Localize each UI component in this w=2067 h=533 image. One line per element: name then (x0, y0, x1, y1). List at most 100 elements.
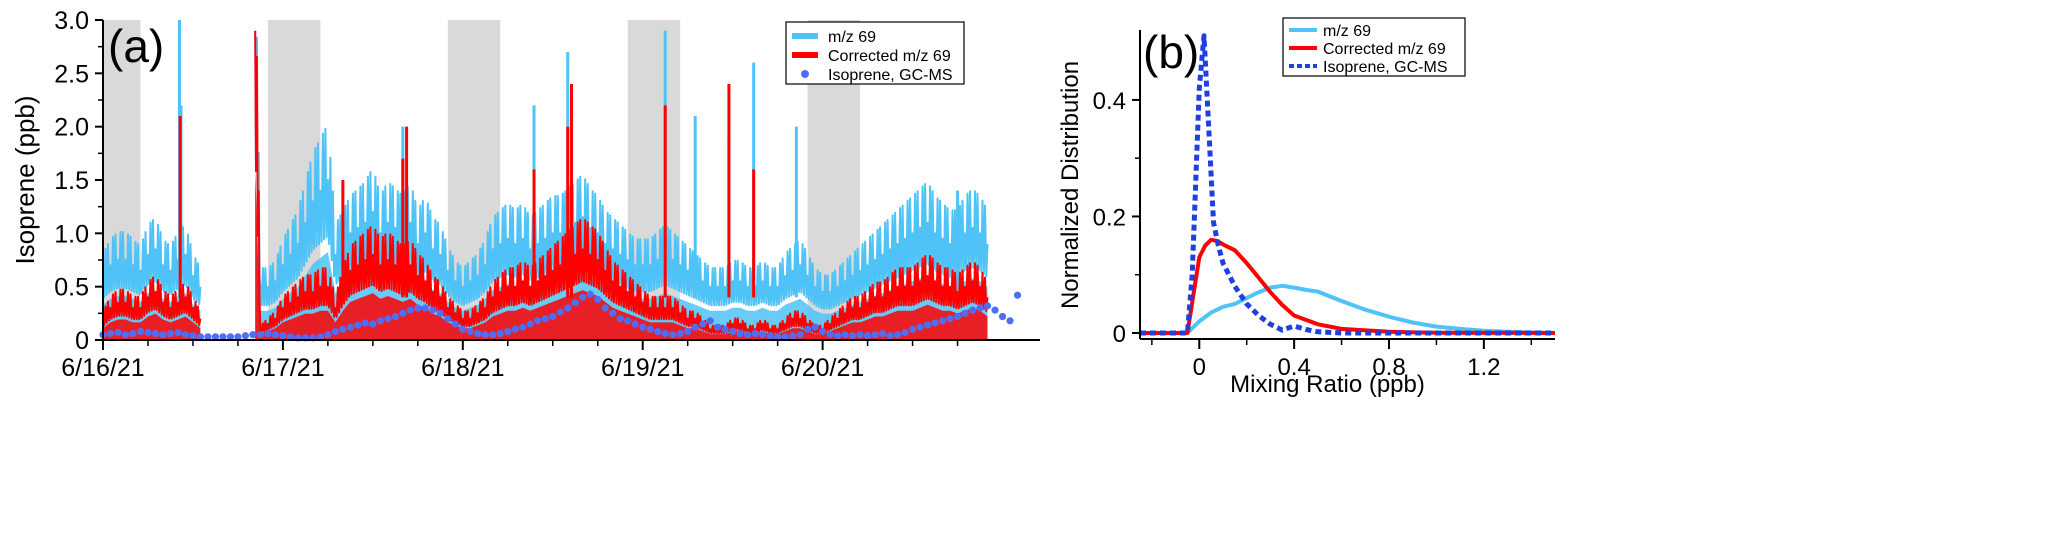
legend-b-label-1: Corrected m/z 69 (1323, 41, 1446, 58)
gcms-point-50 (474, 330, 482, 338)
gcms-point-116 (968, 306, 977, 314)
gcms-point-20 (249, 331, 257, 339)
gcms-point-110 (923, 321, 932, 329)
gcms-point-68 (609, 309, 617, 317)
gcms-point-17 (226, 333, 235, 341)
panel-b-y-axis-label: Normalized Distribution (1057, 61, 1084, 309)
gcms-point-94 (804, 325, 812, 333)
gcms-point-34 (354, 321, 362, 329)
gcms-point-66 (594, 295, 602, 304)
gcms-point-105 (886, 332, 894, 340)
gcms-point-65 (586, 290, 594, 298)
y-tick-label-6: 3.0 (54, 7, 89, 35)
gcms-point-121 (1006, 317, 1014, 325)
gcms-point-67 (601, 304, 609, 312)
gcms-point-57 (526, 320, 534, 328)
mz69-line-0 (102, 219, 202, 306)
panel-b-axes: 0 0.2 0.4 0 0.4 0.8 1.2 (1093, 30, 1555, 381)
panel-a-axes: 0 0.5 1.0 1.5 2.0 2.5 3.0 6/16/21 6/17/21 6/18/21… (54, 7, 1040, 382)
panel-a-label: (a) (108, 20, 164, 72)
gcms-point-24 (279, 332, 287, 340)
panel-b-series (1140, 33, 1556, 336)
gcms-point-7 (151, 330, 160, 338)
corrected-line-0 (102, 276, 202, 326)
gcms-point-107 (901, 328, 909, 337)
gcms-point-118 (983, 302, 992, 310)
b-x-tick-label-2: 0.8 (1372, 354, 1405, 381)
gcms-point-63 (571, 299, 579, 307)
legend-a-label-2: Isoprene, GC-MS (828, 67, 952, 84)
gcms-point-58 (534, 317, 542, 325)
gcms-point-35 (361, 319, 369, 327)
b-y-tick-label-1: 0.2 (1093, 204, 1126, 231)
gcms-point-97 (826, 331, 834, 339)
panel-b-label: (b) (1143, 26, 1199, 78)
mz69-line-1 (254, 30, 989, 310)
gcms-point-112 (938, 317, 947, 325)
night-shade-3 (627, 20, 681, 340)
panel-b-x-axis-label: Mixing Ratio (ppb) (1230, 371, 1425, 398)
x-tick-label-0: 6/16/21 (61, 354, 144, 382)
gcms-point-119 (991, 306, 999, 314)
gcms-point-108 (908, 325, 917, 333)
gcms-point-81 (706, 317, 714, 325)
gcms-point-18 (234, 333, 242, 341)
panel-a-series (99, 20, 1022, 342)
legend-a-label-1: Corrected m/z 69 (828, 48, 951, 65)
panel-b-series-line-1 (1140, 237, 1556, 335)
x-tick-label-2: 6/18/21 (421, 354, 504, 382)
gcms-point-12 (189, 332, 197, 340)
legend-a-box (785, 21, 965, 85)
gcms-point-43 (421, 304, 429, 312)
panel-a-y-axis-label: Isoprene (ppb) (10, 95, 40, 264)
gcms-point-37 (376, 317, 384, 325)
panel-a: 0 0.5 1.0 1.5 2.0 2.5 3.0 6/16/21 6/17/21 6/18/21… (10, 7, 1040, 382)
gcms-point-70 (624, 317, 632, 325)
gcms-point-93 (796, 331, 804, 339)
gcms-point-30 (324, 331, 332, 339)
gcms-point-48 (459, 325, 467, 333)
gcms-point-38 (384, 315, 392, 323)
gcms-point-32 (339, 325, 347, 333)
gcms-point-59 (541, 315, 549, 323)
gcms-point-111 (931, 319, 939, 327)
gcms-point-55 (511, 325, 519, 333)
gcms-point-75 (661, 330, 669, 338)
gcms-point-54 (504, 327, 512, 336)
gcms-point-87 (751, 330, 759, 338)
gcms-point-102 (863, 332, 872, 340)
x-tick-label-3: 6/19/21 (601, 354, 684, 382)
gcms-point-39 (391, 312, 399, 321)
gcms-point-60 (549, 312, 557, 321)
gcms-point-40 (399, 309, 407, 317)
gcms-point-46 (444, 315, 452, 323)
legend-b-label-2: Isoprene, GC-MS (1323, 59, 1447, 76)
gcms-point-122 (1013, 291, 1022, 299)
gcms-point-85 (736, 330, 744, 338)
gcms-point-8 (159, 331, 167, 339)
gcms-point-109 (916, 323, 924, 331)
b-x-tick-label-1: 0.4 (1277, 354, 1310, 381)
panel-b-series-line-0 (1140, 283, 1556, 335)
gcms-point-3 (121, 331, 130, 339)
gcms-point-71 (631, 320, 639, 328)
gcms-point-9 (166, 330, 175, 338)
gcms-point-1 (106, 330, 115, 338)
y-tick-label-4: 2.0 (54, 114, 89, 142)
gcms-point-11 (181, 331, 190, 339)
gcms-point-47 (451, 320, 459, 328)
gcms-point-23 (271, 331, 280, 339)
gcms-point-120 (998, 312, 1007, 321)
gcms-point-56 (519, 323, 527, 331)
gcms-point-16 (219, 333, 227, 341)
y-tick-label-3: 1.5 (54, 167, 89, 195)
corrected-line-1 (254, 30, 989, 335)
gcms-point-76 (669, 331, 677, 339)
gcms-point-22 (264, 330, 272, 338)
gcms-point-79 (691, 323, 699, 331)
corrected-fill-1 (255, 169, 988, 340)
gcms-point-62 (564, 304, 572, 312)
gcms-point-52 (489, 331, 497, 339)
gcms-point-98 (834, 332, 842, 340)
